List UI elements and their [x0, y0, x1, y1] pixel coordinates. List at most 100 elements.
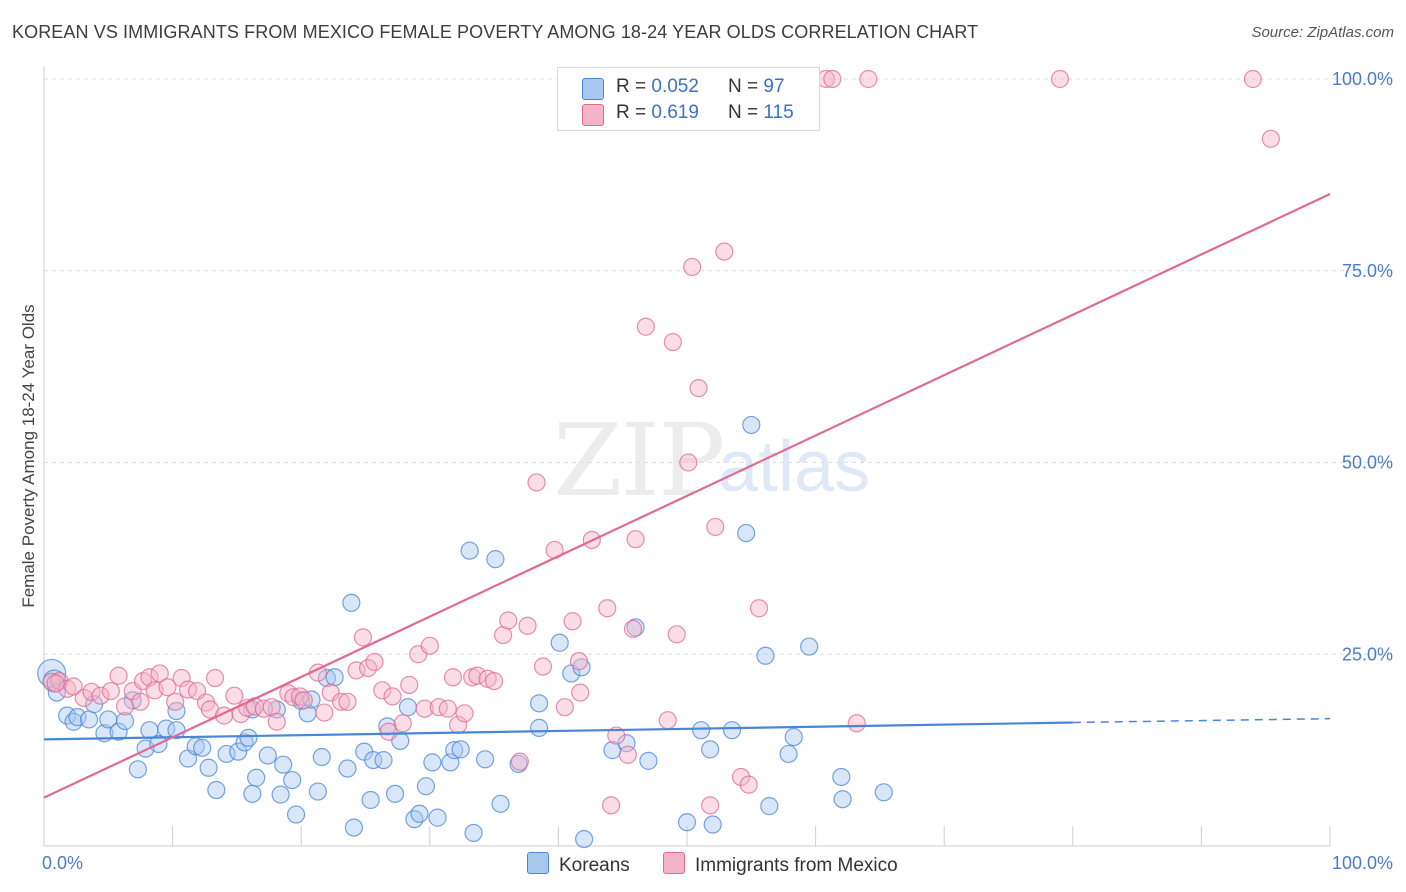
point-mexico	[438, 699, 457, 718]
point-mexico	[455, 704, 474, 723]
point-mexico	[626, 530, 645, 549]
point-mexico	[379, 722, 398, 741]
point-koreans	[302, 690, 321, 709]
correlation-legend: R = 0.052 N = 97 R = 0.619 N = 115	[557, 67, 820, 131]
point-mexico	[205, 668, 225, 688]
point-koreans	[530, 694, 549, 713]
point-mexico	[468, 666, 487, 685]
point-mexico	[527, 473, 546, 492]
point-koreans	[451, 740, 470, 759]
trend-line-koreans	[43, 721, 1073, 741]
point-koreans	[361, 790, 380, 810]
legend-r-mexico: R = 0.619	[616, 102, 699, 123]
point-koreans	[475, 750, 495, 769]
point-koreans	[445, 741, 464, 760]
point-mexico	[115, 697, 135, 716]
point-koreans	[247, 768, 266, 787]
point-mexico	[420, 636, 439, 655]
point-mexico	[663, 332, 682, 352]
point-mexico	[689, 379, 708, 398]
point-mexico	[1050, 69, 1070, 89]
point-koreans	[410, 804, 429, 823]
point-koreans	[617, 734, 636, 753]
point-mexico	[101, 681, 120, 701]
point-mexico	[569, 652, 589, 671]
point-mexico	[658, 711, 677, 730]
point-koreans	[692, 721, 711, 740]
legend-n-value-mexico: 115	[763, 102, 794, 123]
bottom-legend-swatch-koreans	[527, 852, 549, 874]
point-mexico	[667, 625, 686, 644]
point-mexico	[443, 668, 463, 687]
point-mexico	[510, 752, 529, 771]
point-koreans	[193, 738, 212, 757]
point-mexico	[715, 242, 734, 261]
point-koreans	[243, 784, 262, 803]
point-mexico	[254, 699, 274, 718]
point-mexico	[499, 611, 518, 630]
point-koreans	[308, 782, 328, 801]
point-koreans	[364, 750, 383, 770]
point-mexico	[859, 69, 878, 89]
point-koreans	[416, 777, 436, 796]
axes	[43, 66, 1331, 847]
point-koreans	[464, 823, 483, 843]
point-koreans	[460, 541, 479, 560]
point-koreans	[486, 550, 505, 569]
point-mexico	[225, 686, 244, 705]
point-koreans	[338, 759, 357, 778]
legend-n-koreans: N = 97	[728, 76, 785, 97]
point-koreans	[530, 718, 549, 737]
point-mexico	[623, 619, 643, 639]
grid-lines	[44, 78, 1396, 655]
bottom-legend-koreans: Koreans	[527, 852, 630, 877]
point-koreans	[575, 829, 594, 849]
y-tick-label: 75.0%	[1342, 261, 1393, 281]
point-koreans	[317, 668, 337, 688]
point-koreans	[800, 637, 819, 656]
point-koreans	[722, 721, 742, 740]
point-mexico	[365, 652, 384, 672]
point-mexico	[598, 599, 617, 618]
point-mexico	[731, 767, 751, 787]
legend-swatch-mexico	[582, 104, 604, 126]
point-mexico	[91, 686, 110, 705]
point-koreans	[274, 755, 293, 774]
legend-row-koreans: R = 0.052 N = 97	[558, 76, 818, 102]
point-koreans	[271, 785, 290, 804]
point-koreans	[167, 701, 186, 721]
bottom-legend-swatch-mexico	[663, 852, 685, 874]
trend-line-mexico	[43, 193, 1331, 799]
point-mexico	[847, 714, 866, 733]
point-koreans	[258, 746, 277, 765]
y-tick-label: 25.0%	[1342, 644, 1393, 664]
point-mexico	[1243, 69, 1262, 89]
point-mexico	[373, 681, 392, 700]
legend-n-mexico: N = 115	[728, 102, 794, 123]
point-mexico	[46, 674, 65, 693]
point-mexico	[109, 666, 128, 685]
point-mexico	[739, 775, 758, 794]
point-koreans	[128, 760, 147, 779]
point-mexico	[82, 682, 101, 701]
point-koreans	[701, 740, 720, 759]
point-mexico	[636, 317, 655, 336]
data-points	[37, 69, 1280, 849]
bottom-legend-mexico: Immigrants from Mexico	[663, 852, 898, 877]
bottom-legend-label-mexico: Immigrants from Mexico	[695, 855, 898, 876]
legend-r-value-koreans: 0.052	[651, 76, 699, 97]
point-mexico	[415, 699, 434, 718]
point-mexico	[749, 599, 769, 618]
point-mexico	[429, 698, 448, 717]
point-koreans	[423, 753, 442, 772]
point-mexico	[353, 628, 373, 647]
point-koreans	[374, 750, 393, 770]
point-koreans	[79, 710, 99, 729]
point-koreans	[833, 790, 852, 809]
point-mexico	[823, 69, 842, 89]
point-koreans	[115, 711, 135, 731]
point-mexico	[607, 726, 626, 745]
point-koreans	[428, 808, 447, 827]
legend-r-koreans: R = 0.052	[616, 76, 699, 97]
point-mexico	[555, 698, 574, 717]
